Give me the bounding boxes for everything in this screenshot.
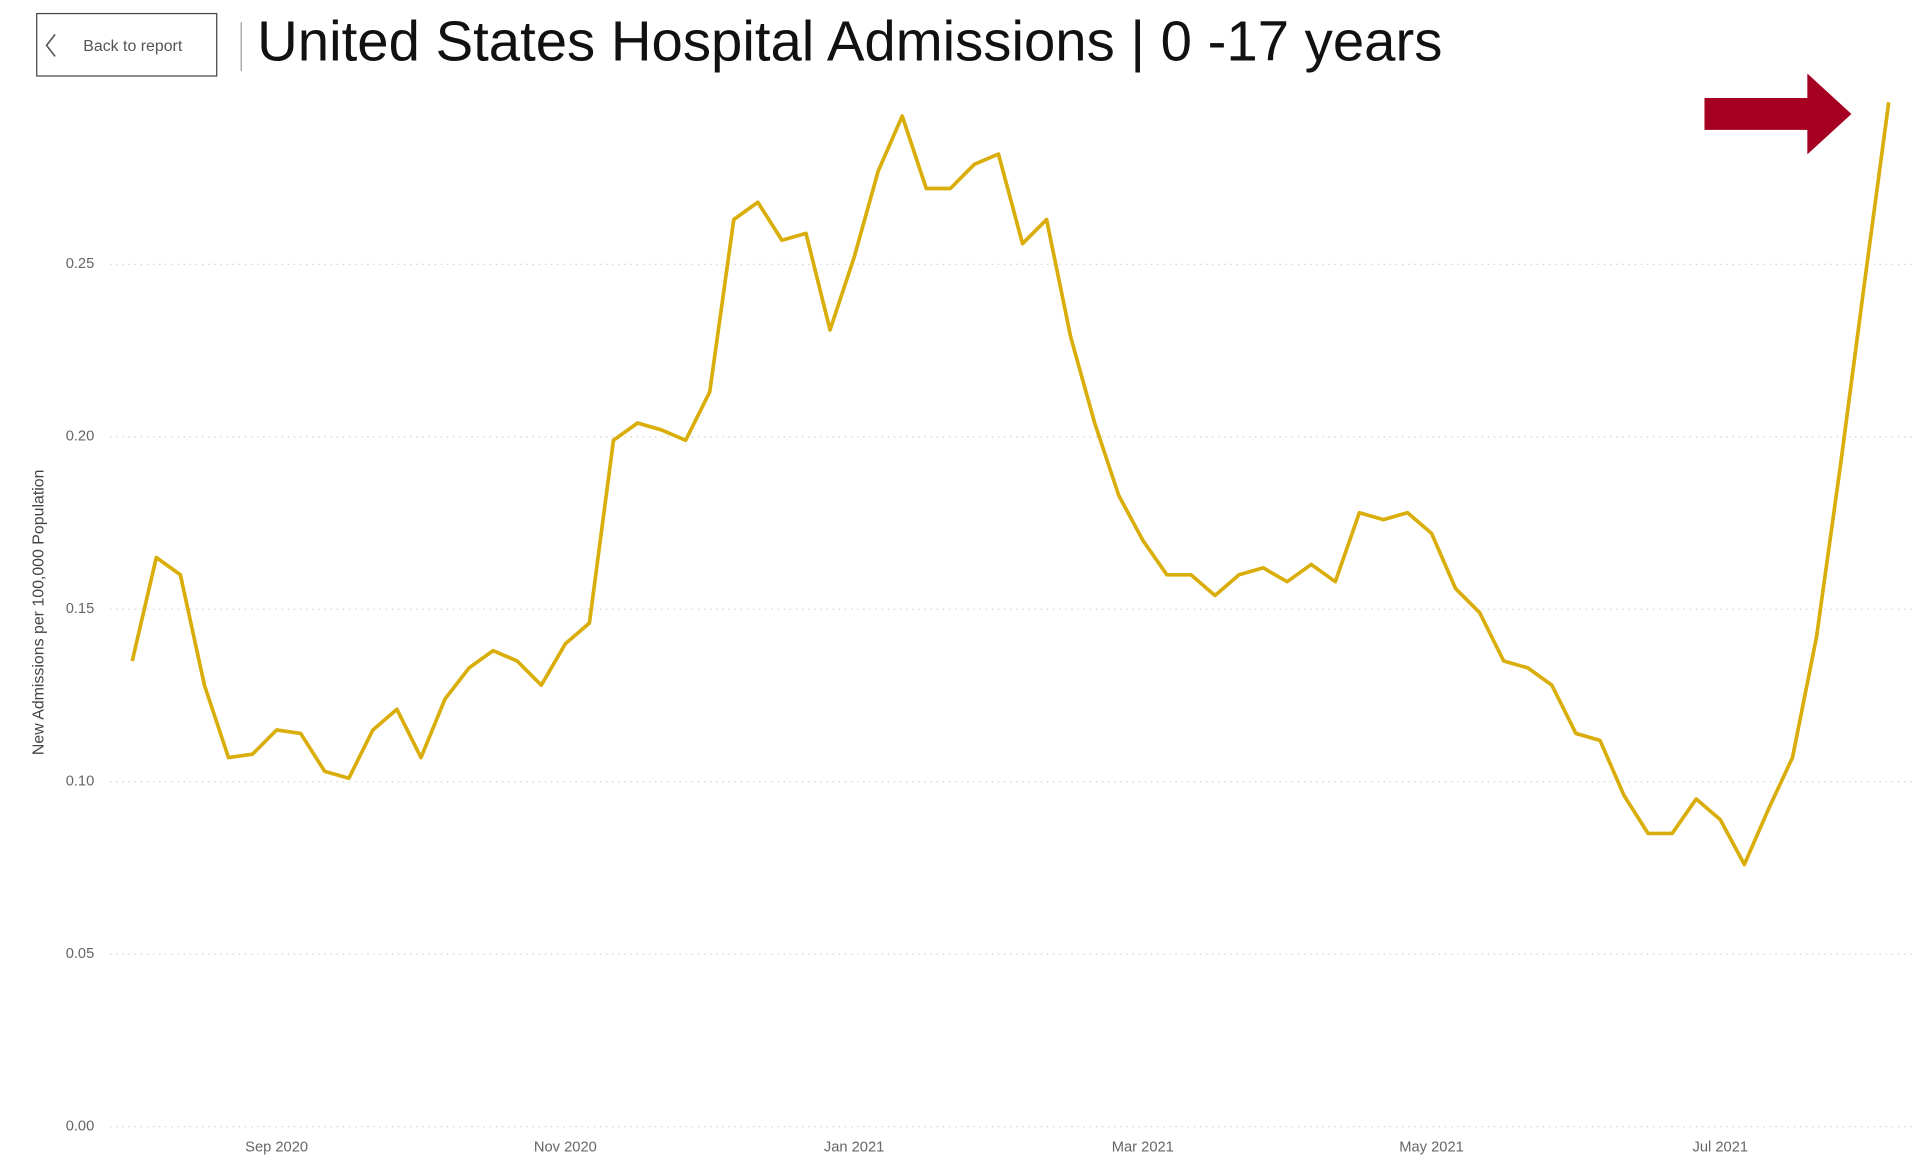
x-tick-label: Sep 2020 <box>245 1139 308 1155</box>
arrow-annotation <box>1704 73 1852 155</box>
y-tick-label: 0.10 <box>66 774 95 790</box>
y-tick-label: 0.15 <box>66 601 95 617</box>
x-tick-label: May 2021 <box>1399 1139 1464 1155</box>
back-button[interactable] <box>36 12 218 77</box>
data-line <box>130 102 1891 867</box>
back-label: Back to report <box>83 38 183 55</box>
y-tick-label: 0.00 <box>66 1118 95 1134</box>
y-axis-label: New Admissions per 100,000 Population <box>30 470 47 756</box>
y-tick-label: 0.05 <box>66 946 95 962</box>
x-tick-label: Jan 2021 <box>824 1139 884 1155</box>
y-tick-label: 0.20 <box>66 429 95 445</box>
chart-title: United States Hospital Admissions | 0 -1… <box>257 9 1442 72</box>
back-icon <box>45 33 56 57</box>
x-tick-label: Jul 2021 <box>1693 1139 1749 1155</box>
x-tick-label: Mar 2021 <box>1112 1139 1174 1155</box>
x-tick-label: Nov 2020 <box>534 1139 597 1155</box>
y-tick-label: 0.25 <box>66 256 95 272</box>
